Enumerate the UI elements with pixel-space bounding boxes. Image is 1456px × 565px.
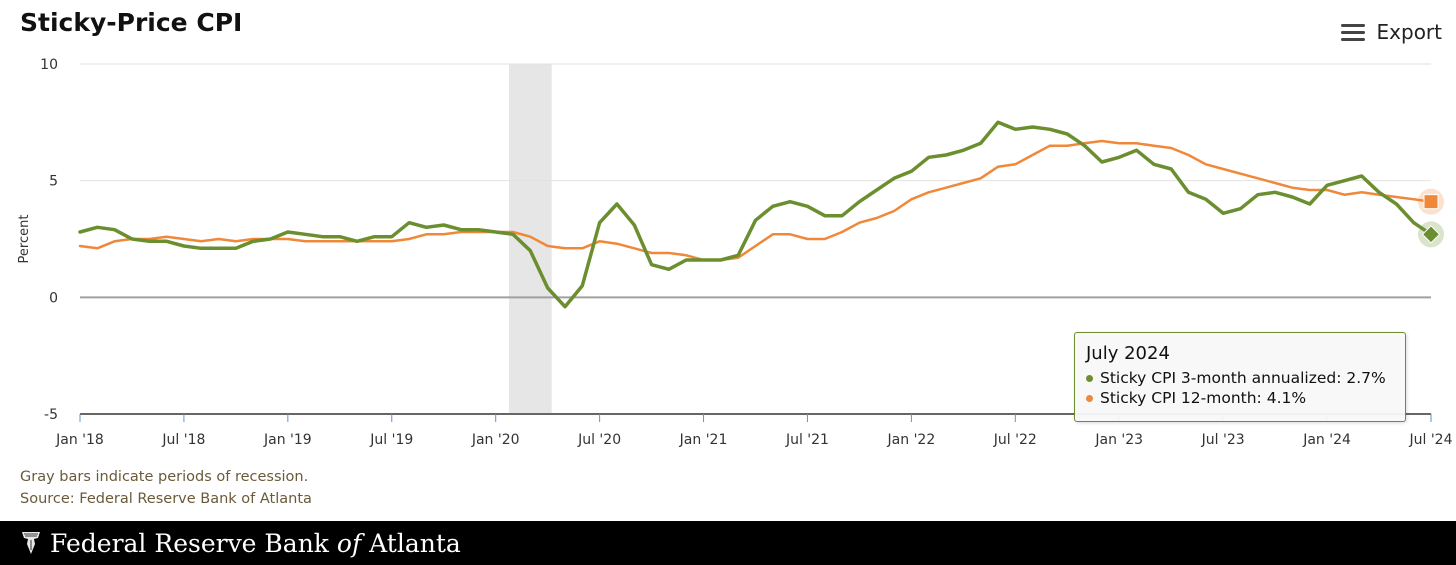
x-tick-label: Jul '21 xyxy=(785,432,829,448)
y-tick-label: 10 xyxy=(40,57,58,73)
x-tick-label: Jan '19 xyxy=(263,432,312,448)
series-dot-icon xyxy=(1086,374,1093,382)
recession-band xyxy=(509,64,552,414)
x-tick-label: Jul '23 xyxy=(1201,432,1245,448)
x-tick-label: Jul '22 xyxy=(993,432,1037,448)
footer-brand: Federal Reserve Bank of Atlanta xyxy=(50,529,461,558)
export-label: Export xyxy=(1376,20,1442,44)
series-line xyxy=(78,120,1433,309)
y-axis-label: Percent xyxy=(17,215,32,264)
eagle-logo-icon xyxy=(22,532,40,554)
x-tick-label: Jan '18 xyxy=(55,432,104,448)
tooltip-row-label: Sticky CPI 3-month annualized: 2.7% xyxy=(1100,369,1386,387)
chart-notes: Gray bars indicate periods of recession.… xyxy=(20,466,312,510)
brand-of: of xyxy=(336,528,362,558)
series-marker xyxy=(1421,225,1441,244)
x-tick-label: Jan '20 xyxy=(471,432,520,448)
export-button[interactable]: Export xyxy=(1340,16,1442,48)
series-line xyxy=(78,139,1433,262)
tooltip-row-12month: Sticky CPI 12-month: 4.1% xyxy=(1086,389,1394,407)
recession-note: Gray bars indicate periods of recession. xyxy=(20,469,309,485)
x-tick-label: Jul '20 xyxy=(577,432,621,448)
chart-title: Sticky-Price CPI xyxy=(20,8,243,37)
x-tick-label: Jan '22 xyxy=(887,432,936,448)
y-tick-label: 0 xyxy=(49,290,58,306)
line-chart: 10 5 0 -5 Percent Jan '18 Jul '18 Jan '19 Jul '1… xyxy=(17,57,1453,448)
brand-suffix: Atlanta xyxy=(361,528,461,558)
x-tick-label: Jan '21 xyxy=(679,432,728,448)
y-tick-label: 5 xyxy=(49,174,58,190)
x-tick-label: Jul '18 xyxy=(161,432,205,448)
brand-prefix: Federal Reserve Bank xyxy=(50,528,337,558)
series-dot-icon xyxy=(1086,394,1093,402)
x-tick-label: Jan '24 xyxy=(1302,432,1351,448)
x-tick-label: Jul '24 xyxy=(1408,432,1452,448)
x-tick-label: Jan '23 xyxy=(1094,432,1143,448)
tooltip-title: July 2024 xyxy=(1086,343,1170,364)
y-tick-label: -5 xyxy=(44,407,58,423)
footer-bar: Federal Reserve Bank of Atlanta xyxy=(0,521,1456,565)
series-marker xyxy=(1423,194,1439,210)
menu-icon[interactable] xyxy=(1340,23,1365,41)
chart-tooltip: July 2024 Sticky CPI 3-month annualized:… xyxy=(1074,332,1406,422)
tooltip-row-label: Sticky CPI 12-month: 4.1% xyxy=(1100,389,1307,407)
x-tick-label: Jul '19 xyxy=(369,432,413,448)
tooltip-row-3month: Sticky CPI 3-month annualized: 2.7% xyxy=(1086,369,1394,387)
source-note: Source: Federal Reserve Bank of Atlanta xyxy=(20,491,312,507)
